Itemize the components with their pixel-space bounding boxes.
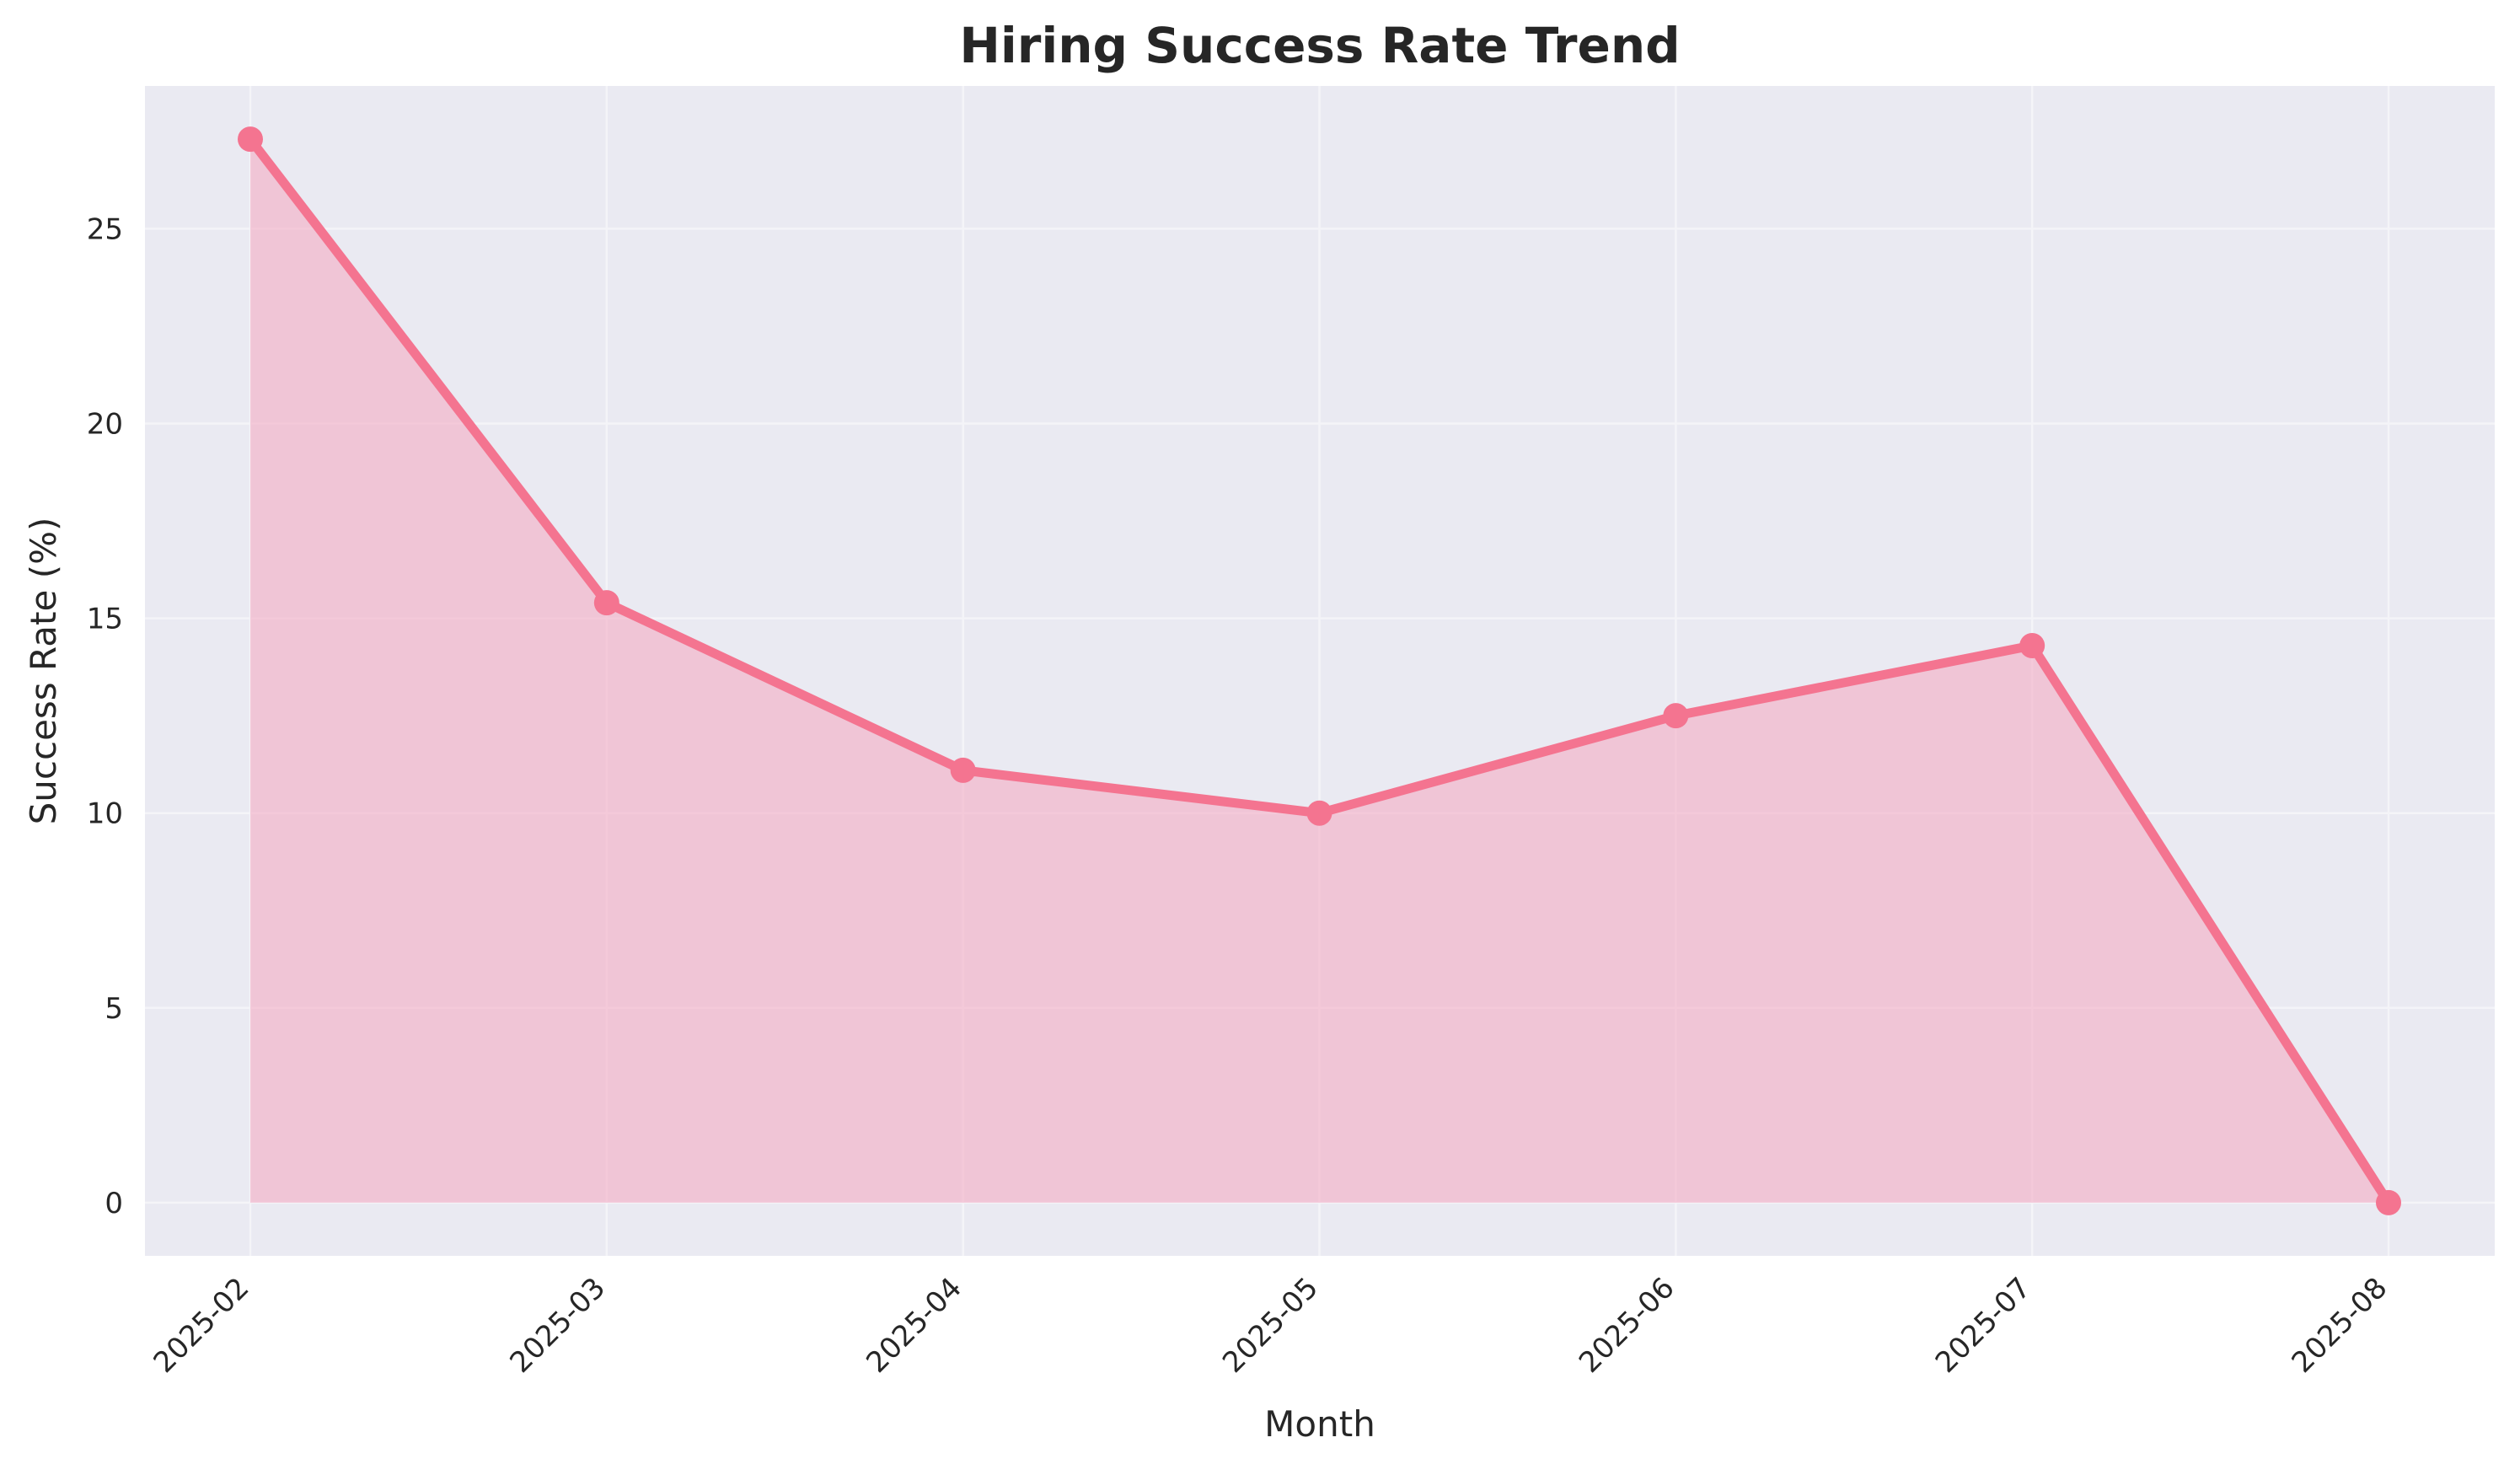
y-axis-label: Success Rate (%)	[23, 518, 64, 825]
x-axis-ticks: 2025-02 2025-03 2025-04 2025-05 2025-06 2025-…	[147, 1271, 2394, 1380]
area-fill	[250, 139, 2389, 1203]
x-tick-label: 2025-03	[503, 1271, 612, 1380]
area-layer	[250, 139, 2389, 1203]
y-tick-label: 10	[87, 797, 123, 831]
x-tick-label: 2025-04	[860, 1271, 968, 1380]
data-point	[593, 590, 619, 616]
y-tick-label: 5	[105, 992, 123, 1026]
y-tick-label: 15	[87, 603, 123, 636]
x-tick-label: 2025-08	[2286, 1271, 2394, 1380]
data-point	[1663, 703, 1689, 729]
point-layer	[238, 126, 2401, 1215]
data-point	[2019, 632, 2045, 658]
x-tick-label: 2025-05	[1216, 1271, 1325, 1380]
y-axis-ticks: 0 5 10 15 20 25	[87, 212, 123, 1220]
x-tick-label: 2025-02	[147, 1271, 256, 1380]
y-tick-label: 20	[87, 408, 123, 442]
chart-title: Hiring Success Rate Trend	[959, 17, 1680, 74]
data-point	[1306, 800, 1332, 826]
y-tick-label: 25	[87, 212, 123, 246]
data-point	[238, 126, 263, 153]
data-point	[950, 757, 976, 783]
y-tick-label: 0	[105, 1187, 123, 1220]
data-point	[2376, 1189, 2401, 1215]
x-axis-label: Month	[1264, 1403, 1375, 1445]
x-tick-label: 2025-06	[1573, 1271, 1681, 1380]
x-tick-label: 2025-07	[1929, 1271, 2038, 1380]
